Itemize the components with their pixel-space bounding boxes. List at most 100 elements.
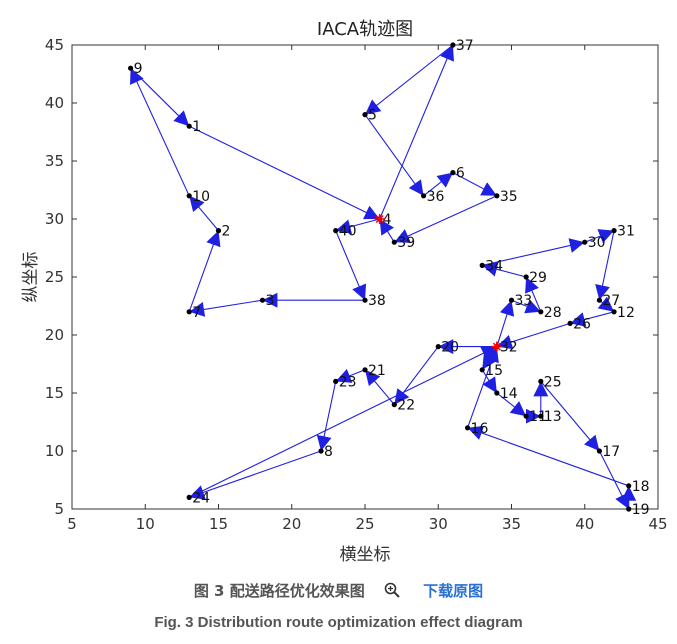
caption-english: Fig. 3 Distribution route optimization e… [154, 614, 523, 631]
point-label: 34 [485, 258, 503, 274]
customer-point [611, 228, 617, 234]
route-segment [188, 195, 219, 231]
point-label: 37 [456, 38, 474, 54]
customer-point [494, 193, 500, 199]
customer-point [186, 193, 192, 199]
route-segment [335, 218, 380, 235]
customer-point [538, 413, 544, 419]
customer-point [596, 448, 603, 454]
customer-point [479, 367, 485, 373]
depot-marker [375, 215, 384, 223]
route-segment [584, 229, 615, 244]
customer-point [508, 297, 515, 303]
point-label: 9 [134, 61, 143, 77]
customer-point [464, 425, 471, 431]
route-segment [188, 230, 221, 312]
route-segment [496, 392, 527, 417]
point-label: 18 [632, 479, 650, 495]
customer-point [523, 274, 529, 280]
point-label: 5 [368, 108, 377, 124]
customer-point [333, 378, 339, 384]
route-segment [467, 346, 499, 428]
customer-point [596, 297, 603, 303]
point-label: 23 [339, 374, 357, 390]
depot-markers [374, 214, 502, 352]
point-label: 16 [471, 421, 489, 437]
route-segment [482, 238, 585, 266]
x-tick-label: 40 [575, 515, 594, 533]
point-label: 27 [602, 293, 620, 309]
point-label: 24 [192, 490, 210, 506]
point-label: 36 [427, 189, 445, 205]
route-segment [525, 276, 542, 313]
y-tick-label: 5 [54, 500, 64, 518]
point-label: 6 [456, 166, 465, 182]
route-segment [423, 172, 454, 197]
magnifier-plus-icon[interactable] [384, 582, 400, 600]
customer-point [479, 262, 485, 268]
x-axis-label: 横坐标 [340, 545, 391, 565]
customer-point [494, 390, 500, 396]
chart-title: IACA轨迹图 [317, 19, 413, 40]
y-tick-label: 25 [45, 268, 64, 286]
route-segment [467, 425, 629, 487]
point-label: 20 [441, 340, 459, 356]
y-tick-label: 15 [45, 384, 64, 402]
route-segment [379, 44, 454, 220]
plot-area [71, 44, 659, 510]
customer-point [362, 367, 368, 373]
customer-point [362, 112, 368, 118]
customer-point [318, 448, 324, 454]
x-tick-label: 10 [136, 515, 155, 533]
route-segment [335, 230, 367, 301]
customer-point [391, 402, 397, 408]
y-tick-label: 40 [45, 94, 64, 112]
customer-point [626, 506, 632, 512]
caption-zh-text: 图 3 配送路径优化效果图 [193, 582, 365, 600]
route-segment [335, 368, 366, 383]
y-tick-label: 45 [45, 36, 64, 54]
download-original-link[interactable]: 下载原图 [423, 582, 484, 600]
customer-point [611, 309, 617, 315]
route-segment [540, 381, 600, 452]
route-segment [481, 369, 498, 394]
point-label: 19 [632, 502, 650, 518]
customer-point [391, 239, 397, 245]
route-segment [511, 299, 542, 314]
point-label: 3 [265, 293, 274, 309]
customer-point [450, 42, 456, 48]
point-label: 8 [324, 444, 333, 460]
point-label: 11 [529, 409, 547, 425]
route-segment [452, 172, 498, 197]
point-label: 38 [368, 293, 386, 309]
point-label: 17 [602, 444, 620, 460]
route-segment [130, 67, 190, 197]
customer-point [538, 309, 544, 315]
x-axis: 5 10 15 20 25 30 35 40 45 [67, 45, 668, 533]
route-segment [482, 261, 527, 278]
customer-point [215, 228, 222, 234]
x-tick-label: 45 [648, 515, 667, 533]
point-label: 12 [617, 305, 635, 321]
route-segment [595, 230, 615, 301]
point-label: 13 [544, 409, 562, 425]
point-label: 33 [515, 293, 533, 309]
route-segment [394, 195, 498, 243]
route-segment [188, 346, 498, 498]
customer-point [186, 309, 192, 315]
point-label: 28 [544, 305, 562, 321]
point-label: 40 [339, 224, 357, 240]
point-label: 39 [397, 235, 415, 251]
y-tick-label: 10 [45, 442, 64, 460]
customer-point [128, 65, 134, 71]
x-tick-label: 15 [209, 515, 228, 533]
route-segment [364, 44, 454, 116]
customer-point [435, 344, 441, 350]
point-label: 25 [544, 374, 562, 390]
point-label: 14 [500, 386, 518, 402]
point-label: 7 [192, 305, 201, 321]
route-segment [188, 125, 380, 220]
point-label: 15 [485, 363, 503, 379]
route-segment [364, 114, 425, 197]
